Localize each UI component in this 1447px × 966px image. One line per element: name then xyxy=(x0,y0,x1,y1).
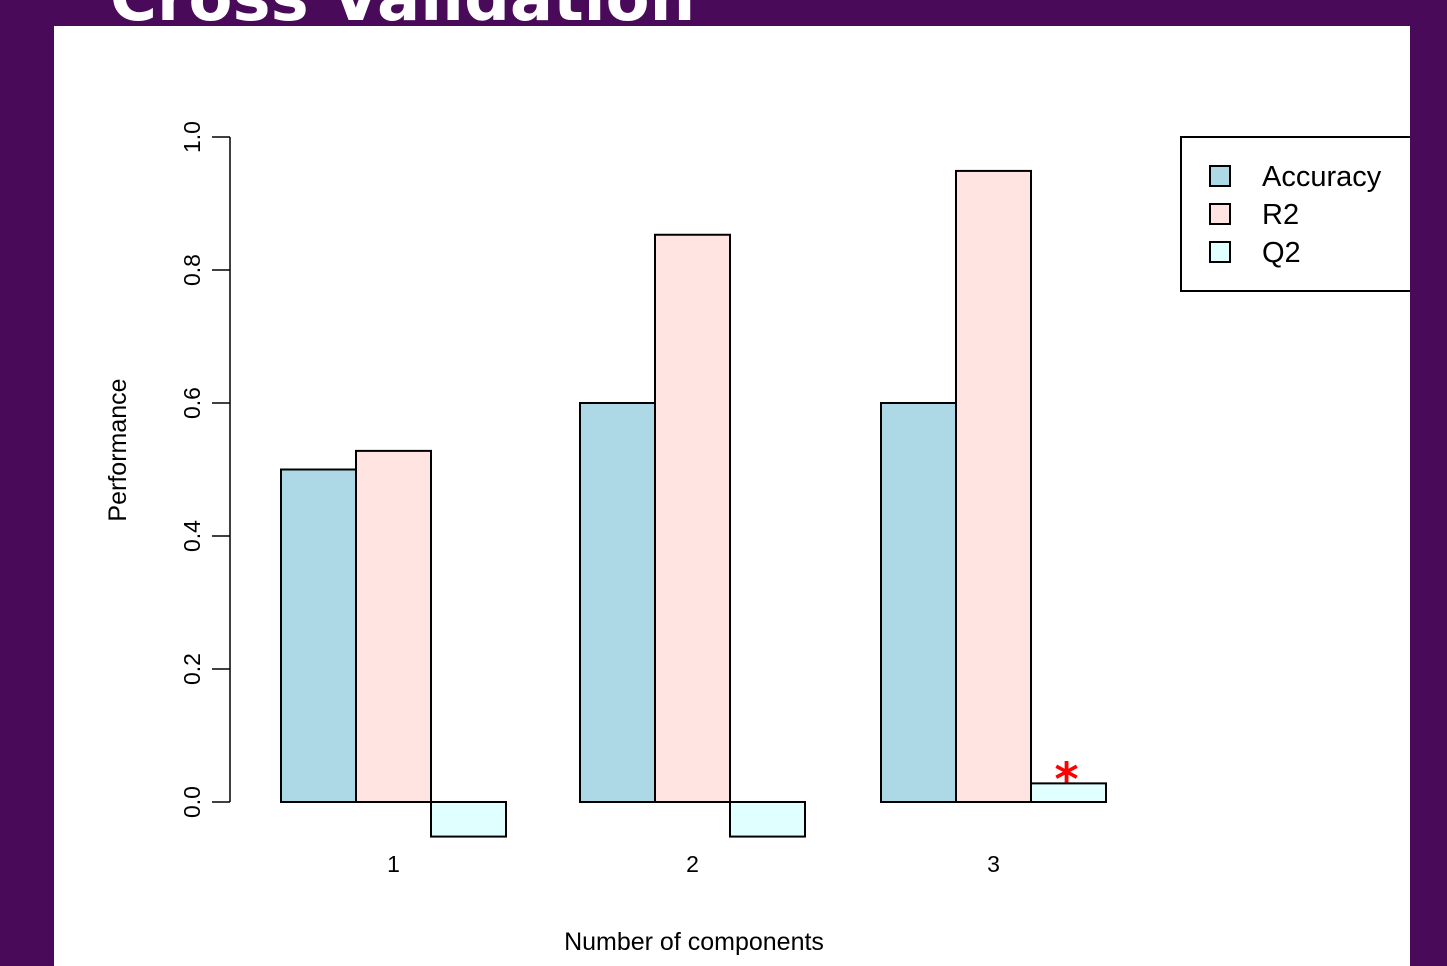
y-tick-label: 1.0 xyxy=(179,121,205,153)
y-axis: 0.0 0.2 0.4 0.6 0.8 1.0 xyxy=(179,121,231,818)
x-tick-label: 3 xyxy=(987,851,1000,877)
chart-panel: 0.0 0.2 0.4 0.6 0.8 1.0 * 1 2 3 Performance Num… xyxy=(54,26,1410,966)
legend-label-accuracy: Accuracy xyxy=(1262,161,1382,193)
bar-chart: 0.0 0.2 0.4 0.6 0.8 1.0 * 1 2 3 Performance Num… xyxy=(104,121,1410,956)
legend-label-q2: Q2 xyxy=(1262,237,1301,269)
y-tick-label: 0.0 xyxy=(179,786,205,818)
legend-swatch-accuracy xyxy=(1209,165,1231,187)
legend-label-r2: R2 xyxy=(1262,199,1299,231)
bar-r2-2 xyxy=(654,233,731,803)
x-axis-title: Number of components xyxy=(564,928,824,956)
y-axis-title: Performance xyxy=(104,378,132,521)
bar-q2-3 xyxy=(1030,782,1107,804)
best-model-marker: * xyxy=(1054,752,1078,806)
bar-r2-1 xyxy=(355,449,432,803)
y-tick-label: 0.4 xyxy=(179,520,205,552)
y-tick-label: 0.2 xyxy=(179,653,205,685)
y-tick-label: 0.6 xyxy=(179,387,205,419)
bar-q2-1 xyxy=(430,801,507,838)
x-tick-labels: 1 2 3 xyxy=(387,851,1000,877)
bar-accuracy-2 xyxy=(579,402,656,803)
x-tick-label: 2 xyxy=(686,851,699,877)
bar-r2-3 xyxy=(955,169,1032,804)
legend: Accuracy R2 Q2 xyxy=(1180,136,1410,292)
legend-swatch-q2 xyxy=(1209,241,1231,263)
y-tick-label: 0.8 xyxy=(179,254,205,286)
bar-q2-2 xyxy=(729,801,806,838)
bars: * xyxy=(280,169,1107,838)
x-tick-label: 1 xyxy=(387,851,400,877)
bar-accuracy-3 xyxy=(880,402,957,803)
legend-swatch-r2 xyxy=(1209,203,1231,225)
bar-accuracy-1 xyxy=(280,468,357,803)
